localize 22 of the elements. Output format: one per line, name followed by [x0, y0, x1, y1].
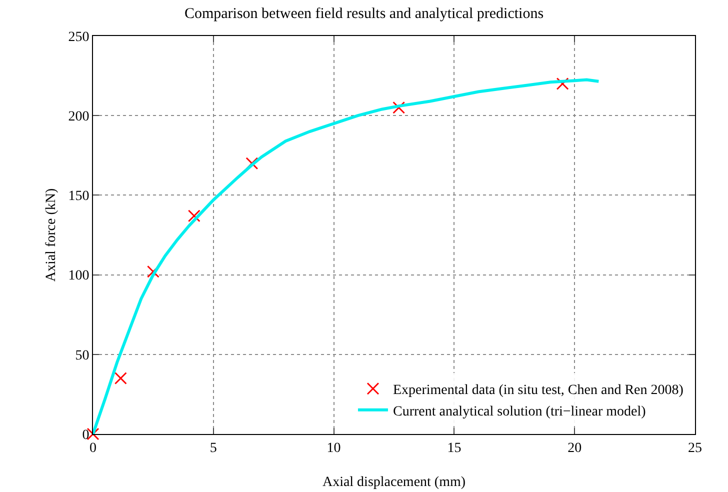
legend-label: Experimental data (in situ test, Chen and Ren 2008) [392, 383, 684, 398]
y-tick-label: 50 [75, 348, 90, 364]
legend-label: Current analytical solution (tri−linear model) [392, 404, 646, 420]
x-tick-label: 20 [568, 440, 582, 456]
x-tick-label: 5 [210, 440, 217, 456]
chart-title: Comparison between field results and analytical predictions [184, 6, 544, 22]
x-tick-label: 10 [326, 440, 341, 456]
point [114, 372, 127, 385]
x-axis-title: Axial displacement (mm) [322, 475, 466, 490]
line-series [93, 78, 600, 434]
y-tick-label: 0 [82, 428, 90, 443]
x-tick-label: 15 [447, 440, 462, 456]
y-tick-label: 250 [68, 30, 90, 45]
x-tick-label: 25 [688, 440, 702, 456]
point [188, 210, 200, 222]
point [392, 101, 406, 114]
y-tick-label: 100 [68, 268, 90, 284]
point [246, 157, 258, 170]
point [556, 78, 569, 90]
y-axis-title: Axial force (kN) [44, 188, 59, 282]
y-tick-label: 150 [68, 189, 90, 204]
y-tick-label: 200 [68, 110, 90, 124]
